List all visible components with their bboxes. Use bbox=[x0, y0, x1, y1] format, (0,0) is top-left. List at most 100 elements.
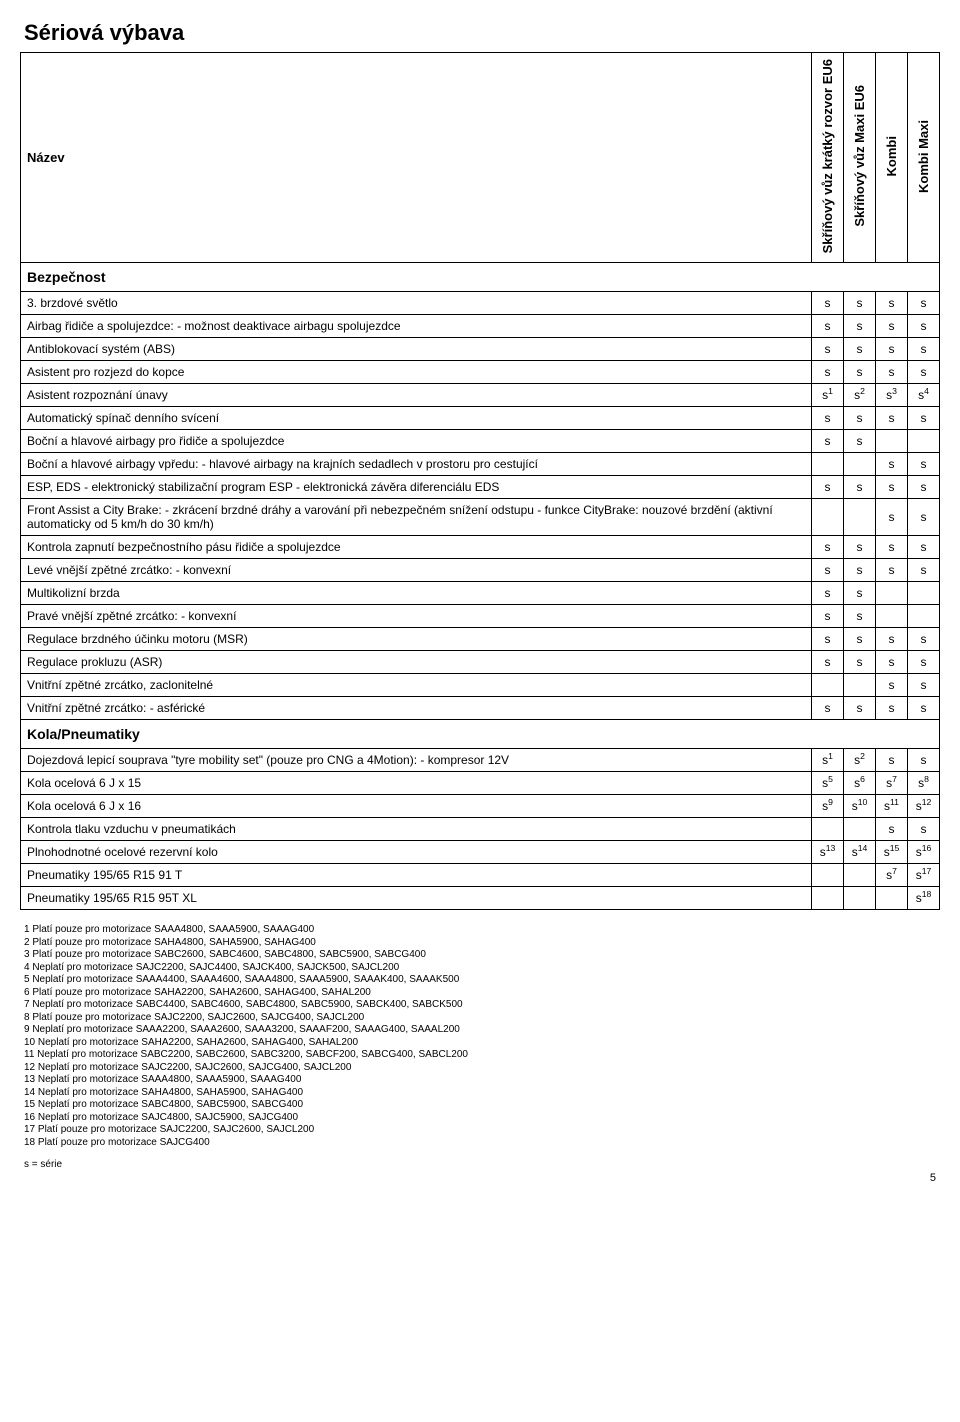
table-row: Multikolizní brzdass bbox=[21, 582, 940, 605]
row-label: Vnitřní zpětné zrcátko, zaclonitelné bbox=[21, 674, 812, 697]
value-cell: s15 bbox=[876, 841, 908, 864]
column-header-text: Skříňový vůz krátký rozvor EU6 bbox=[820, 53, 835, 259]
value-cell: s bbox=[812, 361, 844, 384]
table-row: Plnohodnotné ocelové rezervní kolos13s14… bbox=[21, 841, 940, 864]
row-label: Multikolizní brzda bbox=[21, 582, 812, 605]
table-row: Kola ocelová 6 J x 15s5s6s7s8 bbox=[21, 772, 940, 795]
table-row: Pneumatiky 195/65 R15 95T XLs18 bbox=[21, 887, 940, 910]
table-row: Levé vnější zpětné zrcátko: - konvexníss… bbox=[21, 559, 940, 582]
footnote-ref: 4 bbox=[924, 386, 929, 396]
row-label: Front Assist a City Brake: - zkrácení br… bbox=[21, 499, 812, 536]
value-cell: s bbox=[908, 651, 940, 674]
value-cell: s12 bbox=[908, 795, 940, 818]
footnote-line: 2 Platí pouze pro motorizace SAHA4800, S… bbox=[24, 937, 940, 950]
table-row: Vnitřní zpětné zrcátko, zaclonitelnéss bbox=[21, 674, 940, 697]
value-cell: s4 bbox=[908, 384, 940, 407]
value-cell: s bbox=[908, 315, 940, 338]
value-cell: s bbox=[876, 674, 908, 697]
value-cell: s17 bbox=[908, 864, 940, 887]
table-body: Bezpečnost3. brzdové světlossssAirbag ři… bbox=[21, 263, 940, 910]
table-header-row: Název Skříňový vůz krátký rozvor EU6 Skř… bbox=[21, 53, 940, 263]
table-row: Kontrola tlaku vzduchu v pneumatikáchss bbox=[21, 818, 940, 841]
footnote-ref: 6 bbox=[860, 774, 865, 784]
value-cell: s bbox=[876, 818, 908, 841]
value-cell: s5 bbox=[812, 772, 844, 795]
value-cell bbox=[812, 499, 844, 536]
footnote-ref: 7 bbox=[892, 866, 897, 876]
legend: s = série bbox=[20, 1159, 940, 1170]
footnote-ref: 8 bbox=[924, 774, 929, 784]
value-cell: s bbox=[844, 430, 876, 453]
value-cell: s bbox=[844, 338, 876, 361]
footnote-ref: 7 bbox=[892, 774, 897, 784]
row-label: Pravé vnější zpětné zrcátko: - konvexní bbox=[21, 605, 812, 628]
value-cell: s bbox=[908, 407, 940, 430]
row-label: Plnohodnotné ocelové rezervní kolo bbox=[21, 841, 812, 864]
page-number: 5 bbox=[20, 1172, 940, 1184]
value-cell: s bbox=[876, 536, 908, 559]
value-cell: s bbox=[876, 407, 908, 430]
footnote-ref: 12 bbox=[922, 797, 932, 807]
value-cell: s bbox=[876, 559, 908, 582]
name-header-text: Název bbox=[27, 150, 65, 165]
value-cell: s bbox=[908, 499, 940, 536]
value-cell bbox=[844, 499, 876, 536]
value-cell: s bbox=[812, 407, 844, 430]
row-label: Kola ocelová 6 J x 15 bbox=[21, 772, 812, 795]
table-row: ESP, EDS - elektronický stabilizační pro… bbox=[21, 476, 940, 499]
value-cell bbox=[812, 818, 844, 841]
value-cell: s bbox=[876, 292, 908, 315]
column-header-text: Kombi Maxi bbox=[916, 114, 931, 199]
value-cell: s13 bbox=[812, 841, 844, 864]
row-label: Boční a hlavové airbagy pro řidiče a spo… bbox=[21, 430, 812, 453]
value-cell: s bbox=[812, 430, 844, 453]
value-cell: s bbox=[876, 361, 908, 384]
value-cell: s bbox=[908, 697, 940, 720]
value-cell: s2 bbox=[844, 749, 876, 772]
table-row: Boční a hlavové airbagy vpředu: - hlavov… bbox=[21, 453, 940, 476]
value-cell: s bbox=[844, 697, 876, 720]
value-cell bbox=[908, 605, 940, 628]
footnote-line: 1 Platí pouze pro motorizace SAAA4800, S… bbox=[24, 924, 940, 937]
value-cell bbox=[908, 430, 940, 453]
value-cell: s1 bbox=[812, 384, 844, 407]
value-cell: s bbox=[908, 559, 940, 582]
value-cell bbox=[812, 453, 844, 476]
value-cell bbox=[812, 864, 844, 887]
footnote-line: 14 Neplatí pro motorizace SAHA4800, SAHA… bbox=[24, 1087, 940, 1100]
value-cell: s bbox=[908, 361, 940, 384]
footnote-line: 17 Platí pouze pro motorizace SAJC2200, … bbox=[24, 1124, 940, 1137]
value-cell: s bbox=[844, 651, 876, 674]
value-cell bbox=[844, 674, 876, 697]
footnote-line: 11 Neplatí pro motorizace SABC2200, SABC… bbox=[24, 1049, 940, 1062]
value-cell: s bbox=[876, 749, 908, 772]
value-cell: s bbox=[812, 476, 844, 499]
row-label: Pneumatiky 195/65 R15 91 T bbox=[21, 864, 812, 887]
footnote-ref: 18 bbox=[922, 889, 932, 899]
value-cell: s6 bbox=[844, 772, 876, 795]
value-cell: s2 bbox=[844, 384, 876, 407]
value-cell: s bbox=[844, 605, 876, 628]
row-label: Vnitřní zpětné zrcátko: - asférické bbox=[21, 697, 812, 720]
row-label: Airbag řidiče a spolujezdce: - možnost d… bbox=[21, 315, 812, 338]
footnote-line: 5 Neplatí pro motorizace SAAA4400, SAAA4… bbox=[24, 974, 940, 987]
value-cell bbox=[844, 887, 876, 910]
value-cell bbox=[876, 430, 908, 453]
name-header-cell: Název bbox=[21, 53, 812, 263]
table-row: Kontrola zapnutí bezpečnostního pásu řid… bbox=[21, 536, 940, 559]
value-cell bbox=[908, 582, 940, 605]
value-cell bbox=[844, 864, 876, 887]
section-header-cell: Kola/Pneumatiky bbox=[21, 720, 940, 749]
row-label: Asistent rozpoznání únavy bbox=[21, 384, 812, 407]
value-cell: s bbox=[844, 361, 876, 384]
value-cell: s9 bbox=[812, 795, 844, 818]
row-label: Automatický spínač denního svícení bbox=[21, 407, 812, 430]
footnote-ref: 13 bbox=[826, 843, 836, 853]
value-cell bbox=[844, 818, 876, 841]
footnote-line: 13 Neplatí pro motorizace SAAA4800, SAAA… bbox=[24, 1074, 940, 1087]
table-row: Regulace prokluzu (ASR)ssss bbox=[21, 651, 940, 674]
value-cell: s bbox=[844, 536, 876, 559]
table-row: 3. brzdové světlossss bbox=[21, 292, 940, 315]
row-label: Dojezdová lepicí souprava "tyre mobility… bbox=[21, 749, 812, 772]
value-cell: s bbox=[812, 338, 844, 361]
